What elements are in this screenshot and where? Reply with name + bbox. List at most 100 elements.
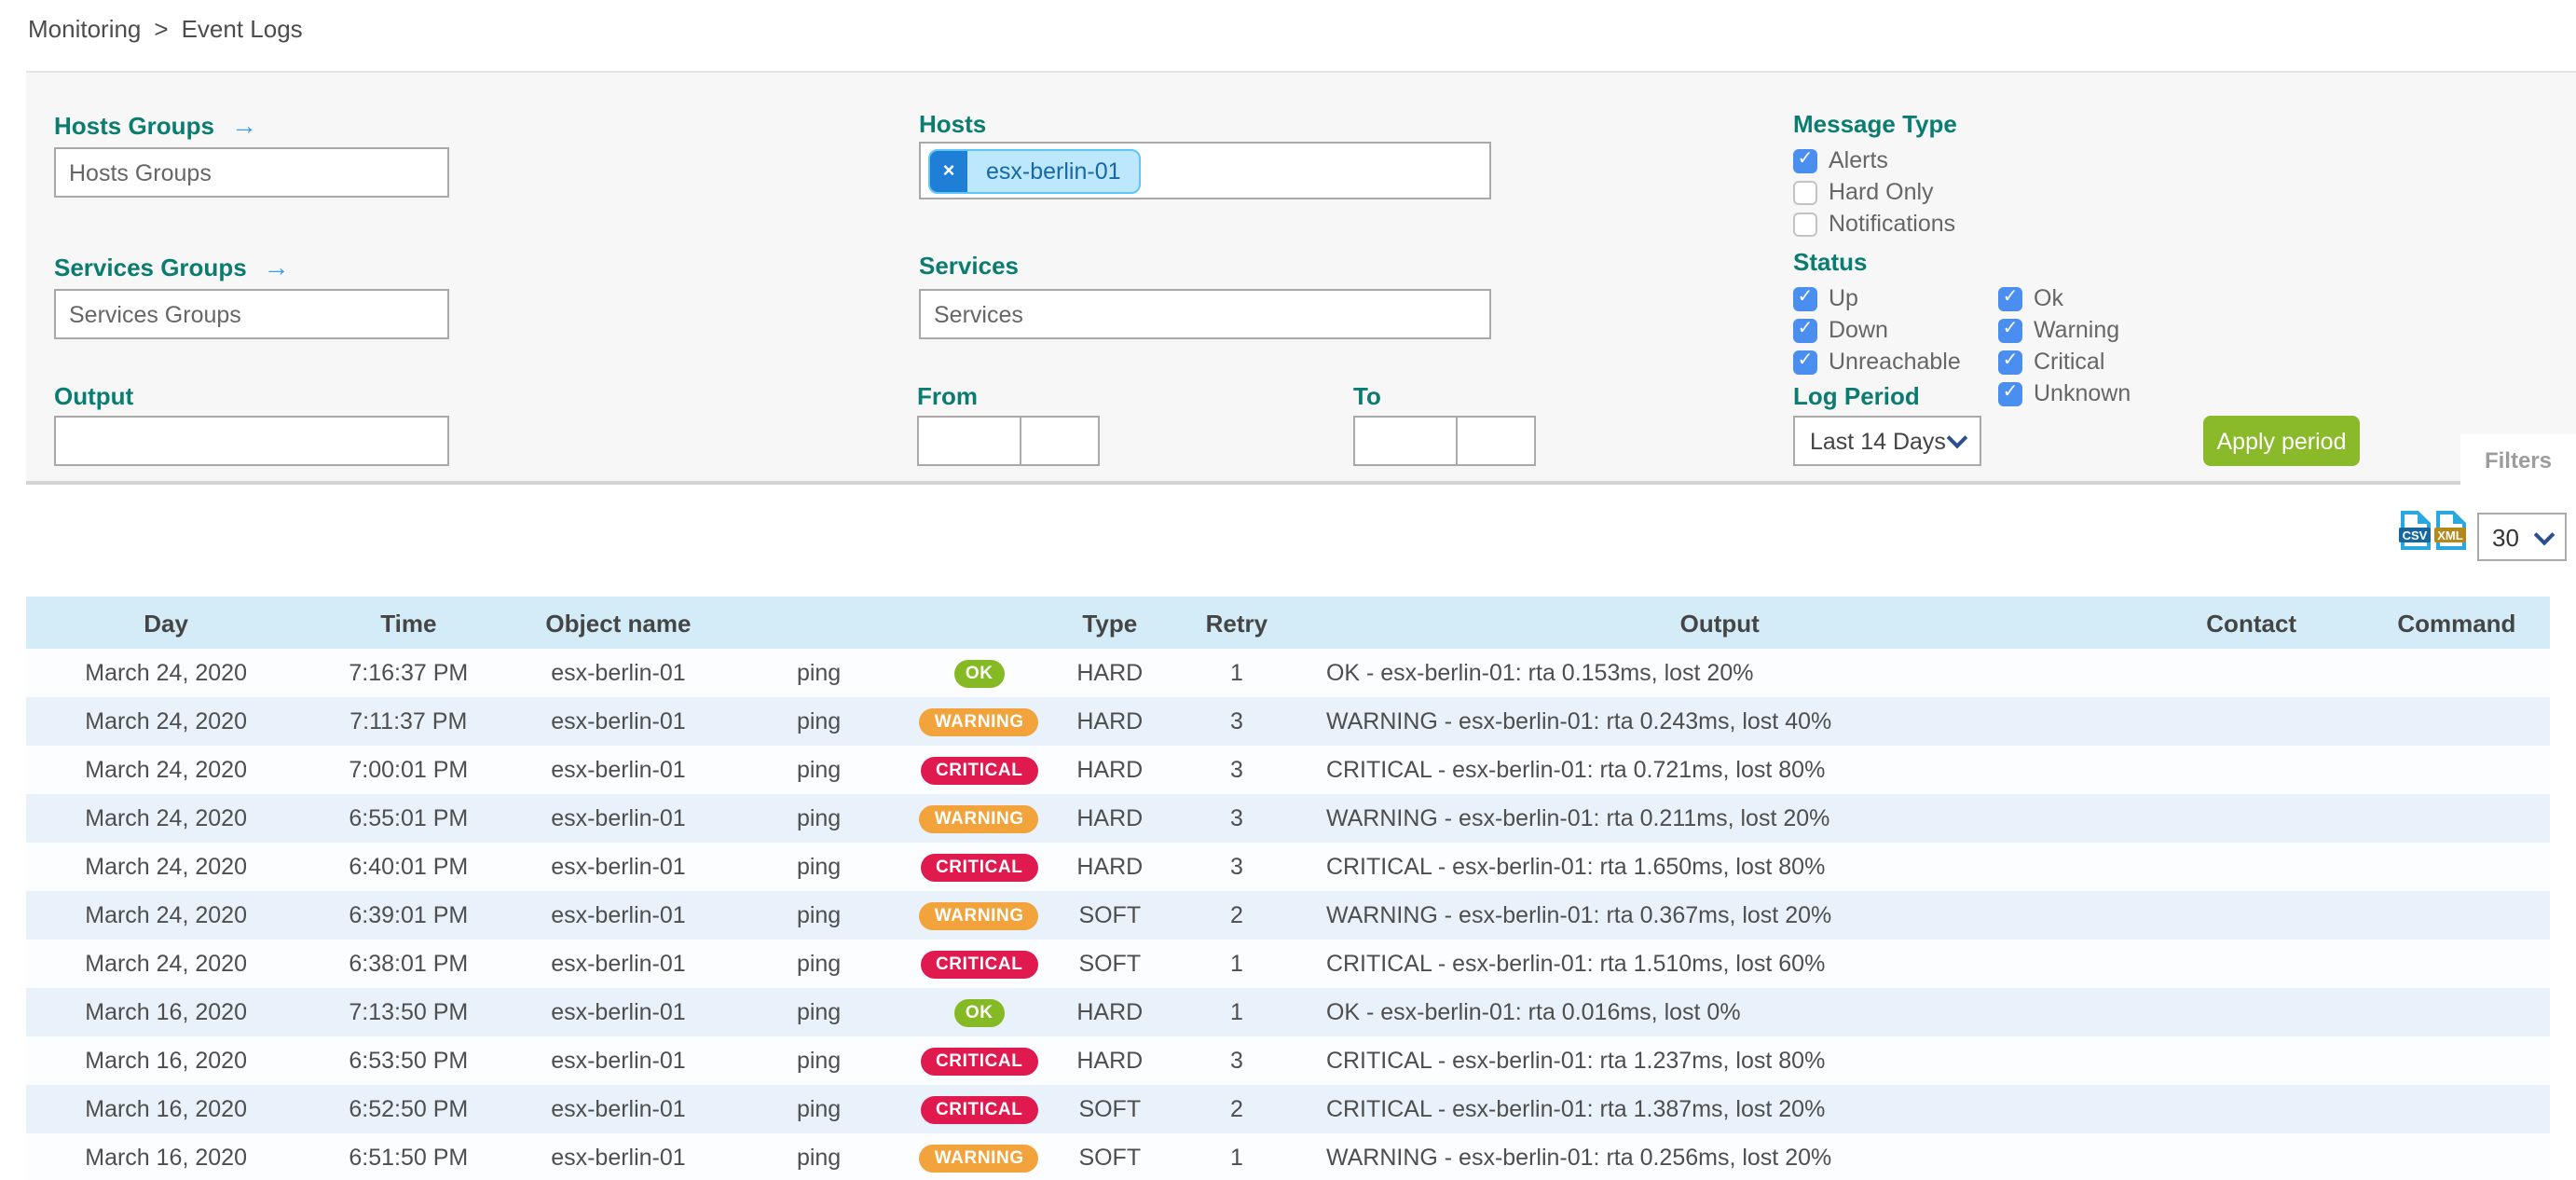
checkbox-unknown[interactable]: Unknown <box>1998 380 2131 406</box>
cell-type: HARD <box>1046 843 1173 891</box>
table-row: March 16, 2020 6:53:50 PM esx-berlin-01 … <box>26 1036 2550 1085</box>
cell-service[interactable]: ping <box>725 988 912 1036</box>
breadcrumb-monitoring[interactable]: Monitoring <box>28 15 142 43</box>
checkbox-ok[interactable]: Ok <box>1998 285 2063 311</box>
export-toolbar: CSV XML 30 <box>2399 511 2567 561</box>
header-type[interactable]: Type <box>1046 597 1173 649</box>
warning-checkbox[interactable] <box>1998 318 2022 342</box>
cell-object-name[interactable]: esx-berlin-01 <box>511 940 726 988</box>
cell-time: 6:53:50 PM <box>306 1036 512 1085</box>
header-command[interactable]: Command <box>2363 597 2550 649</box>
cell-service[interactable]: ping <box>725 746 912 794</box>
hosts-input[interactable]: × esx-berlin-01 <box>919 142 1491 199</box>
xml-export-icon[interactable]: XML <box>2434 511 2466 550</box>
from-time-input[interactable] <box>1020 416 1100 466</box>
checkbox-notifications[interactable]: Notifications <box>1793 211 1955 237</box>
cell-time: 6:39:01 PM <box>306 891 512 940</box>
table-row: March 24, 2020 7:16:37 PM esx-berlin-01 … <box>26 649 2550 697</box>
checkbox-critical[interactable]: Critical <box>1998 349 2104 375</box>
up-checkbox[interactable] <box>1793 286 1817 310</box>
notifications-checkbox[interactable] <box>1793 212 1817 236</box>
from-date-input[interactable] <box>917 416 1021 466</box>
status-badge: WARNING <box>919 901 1039 931</box>
services-groups-input[interactable] <box>54 289 449 339</box>
header-contact[interactable]: Contact <box>2139 597 2364 649</box>
table-row: March 16, 2020 6:51:50 PM esx-berlin-01 … <box>26 1133 2550 1180</box>
cell-service[interactable]: ping <box>725 794 912 843</box>
cell-object-name[interactable]: esx-berlin-01 <box>511 1133 726 1180</box>
cell-object-name[interactable]: esx-berlin-01 <box>511 746 726 794</box>
output-input[interactable] <box>54 416 449 466</box>
message-type-label: Message Type <box>1793 110 1957 138</box>
cell-object-name[interactable]: esx-berlin-01 <box>511 697 726 746</box>
header-time[interactable]: Time <box>306 597 512 649</box>
header-object-name[interactable]: Object name <box>511 597 726 649</box>
cell-service[interactable]: ping <box>725 891 912 940</box>
cell-time: 6:40:01 PM <box>306 843 512 891</box>
checkbox-warning[interactable]: Warning <box>1998 317 2119 343</box>
cell-service[interactable]: ping <box>725 1036 912 1085</box>
ok-checkbox[interactable] <box>1998 286 2022 310</box>
critical-checkbox[interactable] <box>1998 350 2022 374</box>
cell-object-name[interactable]: esx-berlin-01 <box>511 843 726 891</box>
log-period-select[interactable]: Last 14 Days <box>1793 416 1981 466</box>
cell-type: HARD <box>1046 746 1173 794</box>
cell-output: CRITICAL - esx-berlin-01: rta 1.387ms, l… <box>1299 1085 2140 1133</box>
chip-remove-icon[interactable]: × <box>930 150 967 191</box>
hard-only-checkbox[interactable] <box>1793 180 1817 204</box>
header-retry[interactable]: Retry <box>1172 597 1300 649</box>
cell-time: 6:51:50 PM <box>306 1133 512 1180</box>
checkbox-alerts[interactable]: Alerts <box>1793 147 1888 173</box>
from-label: From <box>917 382 978 410</box>
filters-tab[interactable]: Filters <box>2460 434 2576 485</box>
services-groups-arrow-icon[interactable]: → <box>263 252 290 281</box>
header-day[interactable]: Day <box>26 597 307 649</box>
cell-output: CRITICAL - esx-berlin-01: rta 1.510ms, l… <box>1299 940 2140 988</box>
csv-export-icon[interactable]: CSV <box>2399 511 2431 550</box>
to-date-input[interactable] <box>1353 416 1458 466</box>
cell-service[interactable]: ping <box>725 1133 912 1180</box>
cell-object-name[interactable]: esx-berlin-01 <box>511 649 726 697</box>
unknown-checkbox[interactable] <box>1998 381 2022 405</box>
alerts-checkbox[interactable] <box>1793 148 1817 172</box>
cell-object-name[interactable]: esx-berlin-01 <box>511 1085 726 1133</box>
cell-command <box>2363 1133 2550 1180</box>
checkbox-up[interactable]: Up <box>1793 285 1858 311</box>
services-input[interactable] <box>919 289 1491 339</box>
hosts-groups-arrow-icon[interactable]: → <box>230 110 257 140</box>
cell-object-name[interactable]: esx-berlin-01 <box>511 988 726 1036</box>
cell-status: CRITICAL <box>911 1036 1047 1085</box>
checkbox-unreachable[interactable]: Unreachable <box>1793 349 1961 375</box>
cell-output: CRITICAL - esx-berlin-01: rta 1.237ms, l… <box>1299 1036 2140 1085</box>
cell-day: March 24, 2020 <box>26 843 307 891</box>
table-row: March 24, 2020 6:55:01 PM esx-berlin-01 … <box>26 794 2550 843</box>
apply-period-button[interactable]: Apply period <box>2203 416 2360 466</box>
cell-output: WARNING - esx-berlin-01: rta 0.211ms, lo… <box>1299 794 2140 843</box>
page-size-select[interactable]: 30 <box>2477 513 2567 561</box>
cell-object-name[interactable]: esx-berlin-01 <box>511 891 726 940</box>
checkbox-hard-only[interactable]: Hard Only <box>1793 179 1934 205</box>
cell-object-name[interactable]: esx-berlin-01 <box>511 794 726 843</box>
cell-time: 7:11:37 PM <box>306 697 512 746</box>
cell-object-name[interactable]: esx-berlin-01 <box>511 1036 726 1085</box>
cell-status: CRITICAL <box>911 843 1047 891</box>
filter-panel: Hosts Groups → Services Groups → Output … <box>26 71 2576 485</box>
cell-output: WARNING - esx-berlin-01: rta 0.243ms, lo… <box>1299 697 2140 746</box>
cell-day: March 24, 2020 <box>26 746 307 794</box>
cell-service[interactable]: ping <box>725 940 912 988</box>
unreachable-checkbox[interactable] <box>1793 350 1817 374</box>
cell-service[interactable]: ping <box>725 649 912 697</box>
cell-service[interactable]: ping <box>725 1085 912 1133</box>
table-header-row: Day Time Object name Type Retry Output C… <box>26 597 2550 649</box>
cell-contact <box>2139 1133 2364 1180</box>
down-checkbox[interactable] <box>1793 318 1817 342</box>
header-output[interactable]: Output <box>1299 597 2140 649</box>
cell-service[interactable]: ping <box>725 843 912 891</box>
table-row: March 16, 2020 7:13:50 PM esx-berlin-01 … <box>26 988 2550 1036</box>
cell-service[interactable]: ping <box>725 697 912 746</box>
checkbox-down[interactable]: Down <box>1793 317 1888 343</box>
breadcrumb-event-logs[interactable]: Event Logs <box>181 15 303 43</box>
cell-type: HARD <box>1046 697 1173 746</box>
hosts-groups-input[interactable] <box>54 147 449 198</box>
to-time-input[interactable] <box>1456 416 1536 466</box>
